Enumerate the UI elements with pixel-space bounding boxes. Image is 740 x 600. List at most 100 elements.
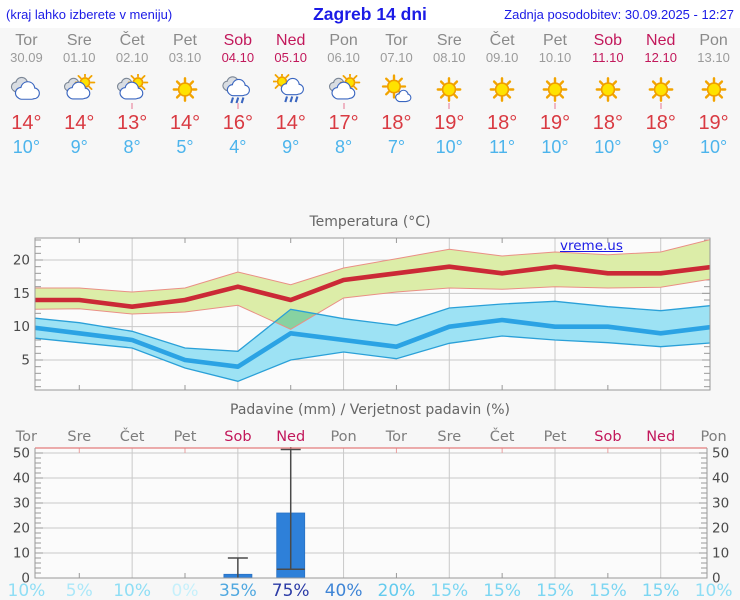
day-name: Pet: [542, 32, 567, 49]
day-date: 05.10: [274, 50, 307, 65]
precip-probability: 20%: [378, 581, 416, 600]
weather-icon-cell: [370, 74, 423, 106]
precip-ytick-label: 10: [13, 546, 30, 562]
day-column: Pet 10.10 19° 10°: [529, 32, 582, 159]
min-temp: 10°: [435, 137, 463, 157]
day-column: Pon 13.10 19° 10°: [687, 32, 740, 159]
menu-hint-text: (kraj lahko izberete v meniju): [6, 7, 173, 22]
max-temp: 18°: [645, 112, 676, 134]
day-column: Tor 30.09 14° 10°: [0, 32, 53, 159]
precip-ytick-label: 30: [712, 496, 729, 512]
precip-day-label: Pet: [174, 429, 197, 445]
partly-icon: [328, 72, 360, 100]
precip-probability: 10%: [113, 581, 151, 600]
precip-ytick-label: 0: [21, 571, 30, 587]
day-name: Ned: [646, 32, 676, 49]
max-temp: 13°: [117, 112, 148, 134]
precip-whisker: [227, 557, 248, 578]
day-name: Sob: [593, 32, 623, 49]
precip-probability: 15%: [589, 581, 627, 600]
temp-ytick-label: 5: [21, 353, 30, 369]
day-name: Ned: [276, 32, 306, 49]
max-temp: 19°: [698, 112, 729, 134]
precip-ytick-label: 20: [13, 521, 30, 537]
day-date: 02.10: [115, 50, 149, 65]
min-temp: 11°: [489, 137, 516, 157]
sunny-icon: [436, 77, 462, 102]
temp-ytick-label: 10: [13, 319, 30, 335]
temp-chart-title: Temperatura (°C): [309, 214, 431, 230]
precip-day-label: Sre: [67, 429, 91, 445]
max-temp: 18°: [487, 112, 518, 134]
precip-whisker: [276, 447, 305, 570]
min-temp: 9°: [282, 137, 300, 157]
cloudy-icon: [11, 76, 41, 100]
day-column: Sre 01.10 14° 9°: [53, 32, 106, 159]
temp-ytick-label: 20: [13, 253, 30, 269]
day-name: Pon: [329, 32, 358, 49]
day-date: 30.09: [10, 50, 43, 65]
precip-probability: 75%: [272, 581, 310, 600]
sun_cloud-icon: [382, 74, 412, 103]
sunny-icon: [595, 77, 621, 102]
day-column: Sob 04.10 16° 4°: [211, 32, 264, 159]
day-date: 10.10: [538, 50, 572, 65]
weather-icon-cell: [0, 74, 53, 106]
weather-icon-cell: [106, 72, 159, 106]
min-temp: 9°: [70, 137, 88, 157]
vreme-us-link[interactable]: vreme.us: [560, 238, 623, 254]
min-temp: 10°: [541, 137, 569, 157]
max-temp: 14°: [169, 112, 201, 134]
precip-chart-title: Padavine (mm) / Verjetnost padavin (%): [230, 402, 510, 418]
weather-icon-cell: [264, 71, 317, 106]
precip-ytick-label: 40: [13, 471, 30, 487]
sun_rain-icon: [271, 71, 304, 103]
weather-icon-cell: [634, 74, 687, 106]
min-temp: 8°: [334, 137, 353, 157]
day-date: 07.10: [380, 50, 413, 65]
day-date: 06.10: [327, 50, 360, 65]
partly-icon: [64, 72, 96, 100]
temp-ytick-label: 15: [13, 286, 30, 302]
precip-day-label: Sre: [437, 429, 461, 445]
precip-probability: 15%: [430, 581, 468, 600]
last-update-text: Zadnja posodobitev: 30.09.2025 - 12:27: [504, 7, 734, 22]
day-column: Ned 05.10 14° 9°: [264, 32, 317, 159]
day-date: 03.10: [168, 50, 202, 65]
day-date: 09.10: [485, 50, 519, 65]
partly-icon: [117, 72, 149, 100]
sunny-icon: [701, 77, 726, 102]
rain-icon: [222, 76, 250, 104]
max-temp: 18°: [592, 112, 623, 134]
precip-ytick-label: 30: [13, 496, 30, 512]
strip-tick: [131, 103, 134, 109]
sunny-icon: [542, 77, 568, 102]
max-temp: 16°: [222, 112, 253, 134]
day-name: Sob: [223, 32, 253, 49]
precip-day-label: Ned: [276, 429, 305, 445]
max-temp: 19°: [434, 112, 465, 134]
min-temp: 4°: [229, 137, 247, 157]
strip-tick: [342, 103, 345, 109]
precip-day-label: Pon: [330, 429, 356, 445]
day-date: 08.10: [432, 50, 466, 65]
weather-icon-cell: [581, 74, 634, 106]
precip-day-label: Pet: [544, 429, 567, 445]
precip-probability: 15%: [642, 581, 680, 600]
min-temp: 10°: [699, 137, 728, 157]
precip-ytick-label: 20: [712, 521, 729, 537]
weather-icon-cell: [211, 74, 264, 106]
max-temp: 18°: [381, 112, 412, 134]
strip-tick: [236, 103, 239, 109]
sunny-icon: [648, 77, 674, 102]
day-column: Ned 12.10 18° 9°: [634, 32, 687, 159]
day-date: 04.10: [221, 50, 255, 65]
precip-probability: 10%: [695, 581, 733, 600]
day-column: Čet 02.10 13° 8°: [106, 32, 159, 159]
day-name: Sre: [436, 32, 462, 49]
tmax-line: [35, 264, 710, 309]
precip-day-label: Pon: [700, 429, 726, 445]
weather-icon-cell: [687, 74, 740, 106]
precip-ytick-label: 50: [712, 446, 729, 462]
